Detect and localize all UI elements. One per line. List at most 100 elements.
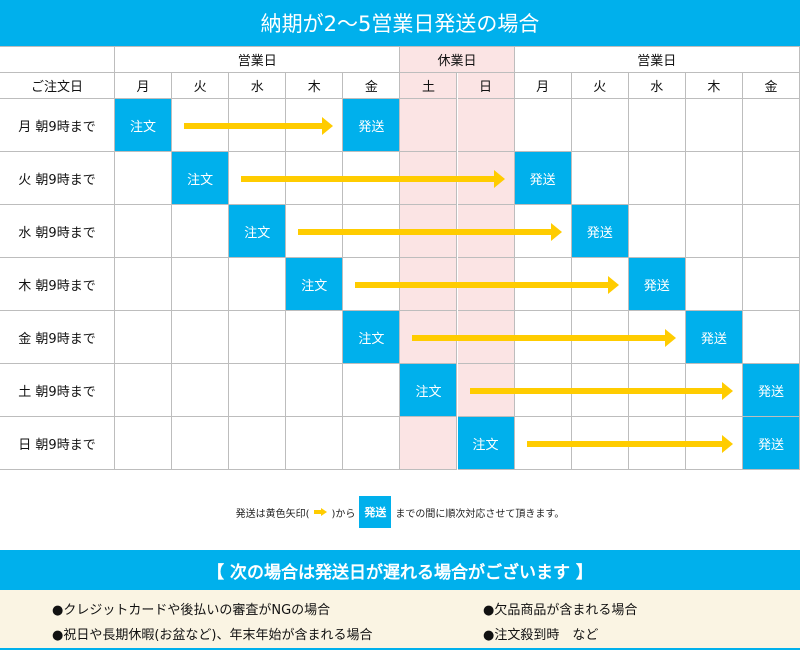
- table-cell: [685, 152, 743, 205]
- table-cell: [229, 258, 287, 311]
- table-cell: [343, 364, 401, 417]
- header-business-days: 営業日: [115, 47, 401, 73]
- table-cell: [685, 364, 743, 417]
- table-cell: [286, 99, 344, 152]
- table-cell: [742, 99, 800, 152]
- note-text-middle: )から: [331, 508, 356, 520]
- header-order-day: ご注文日: [0, 73, 115, 99]
- header-blank: [0, 47, 115, 73]
- arrow-icon: [298, 222, 563, 241]
- ship-cell: 発送: [628, 258, 686, 311]
- table-cell: [115, 364, 173, 417]
- table-cell: [172, 205, 230, 258]
- header-day: 木: [685, 73, 743, 99]
- table-cell: [286, 311, 344, 364]
- header-day: 金: [742, 73, 800, 99]
- case-item: ●注文殺到時 など: [483, 628, 599, 643]
- table-cell: [628, 311, 686, 364]
- ship-cell: 発送: [514, 152, 572, 205]
- yellow-arrow-icon: [313, 508, 328, 516]
- order-cell: 注文: [115, 99, 173, 152]
- ship-cell: 発送: [742, 417, 800, 470]
- table-cell: [571, 152, 629, 205]
- table-cell: [343, 417, 401, 470]
- table-cell: [628, 152, 686, 205]
- table-cell: [400, 417, 458, 470]
- case-item: ●祝日や長期休暇(お盆など)、年末年始が含まれる場合: [52, 628, 373, 643]
- table-cell: [571, 99, 629, 152]
- table-cell: [685, 99, 743, 152]
- header-day: 火: [571, 73, 629, 99]
- table-cell: [115, 311, 173, 364]
- table-cell: [742, 205, 800, 258]
- shipping-schedule-table: 営業日 休業日 営業日 ご注文日月火水木金土日月火水木金月 朝9時まで 注文 発送火 朝9…: [0, 46, 800, 470]
- row-label: 土 朝9時まで: [0, 364, 115, 417]
- arrow-icon: [355, 275, 620, 294]
- note-text-before: 発送は黄色矢印(: [235, 508, 310, 520]
- table-cell: [742, 311, 800, 364]
- order-cell: 注文: [343, 311, 401, 364]
- header-day: 金: [343, 73, 401, 99]
- header-day: 土: [400, 73, 458, 99]
- table-cell: [115, 205, 173, 258]
- order-cell: 注文: [286, 258, 344, 311]
- case-item: ●欠品商品が含まれる場合: [483, 603, 638, 618]
- delay-banner: 【 次の場合は発送日が遅れる場合がございます 】: [0, 550, 800, 590]
- case-item: ●クレジットカードや後払いの審査がNGの場合: [52, 603, 331, 618]
- row-label: 金 朝9時まで: [0, 311, 115, 364]
- table-cell: [172, 364, 230, 417]
- table-cell: [229, 417, 287, 470]
- table-cell: [457, 99, 515, 152]
- legend-note: 発送は黄色矢印( )から 発送 までの間に順次対応させて頂きます。: [0, 496, 800, 528]
- header-business-days: 営業日: [514, 47, 800, 73]
- ship-cell: 発送: [571, 205, 629, 258]
- arrow-icon: [469, 381, 734, 400]
- delay-cases: ●クレジットカードや後払いの審査がNGの場合 ●欠品商品が含まれる場合 ●祝日や…: [0, 590, 800, 650]
- table-cell: [628, 99, 686, 152]
- table-cell: [286, 417, 344, 470]
- row-label: 日 朝9時まで: [0, 417, 115, 470]
- ship-badge: 発送: [359, 496, 392, 528]
- table-cell: [685, 417, 743, 470]
- table-cell: [115, 258, 173, 311]
- header-holiday: 休業日: [400, 47, 515, 73]
- header-day: 火: [172, 73, 230, 99]
- table-cell: [400, 99, 458, 152]
- table-cell: [685, 258, 743, 311]
- header-day: 月: [115, 73, 173, 99]
- table-cell: [571, 258, 629, 311]
- table-cell: [685, 205, 743, 258]
- row-label: 月 朝9時まで: [0, 99, 115, 152]
- header-day: 木: [286, 73, 344, 99]
- order-cell: 注文: [172, 152, 230, 205]
- order-cell: 注文: [400, 364, 458, 417]
- arrow-icon: [241, 169, 505, 188]
- table-cell: [742, 152, 800, 205]
- ship-cell: 発送: [685, 311, 743, 364]
- table-cell: [172, 311, 230, 364]
- table-cell: [229, 364, 287, 417]
- header-day: 日: [457, 73, 515, 99]
- table-cell: [115, 417, 173, 470]
- arrow-icon: [412, 328, 677, 347]
- arrow-icon: [184, 116, 334, 135]
- table-cell: [628, 205, 686, 258]
- row-label: 火 朝9時まで: [0, 152, 115, 205]
- ship-cell: 発送: [742, 364, 800, 417]
- arrow-icon: [526, 434, 734, 453]
- row-label: 水 朝9時まで: [0, 205, 115, 258]
- table-cell: [742, 258, 800, 311]
- table-cell: [172, 417, 230, 470]
- header-day: 月: [514, 73, 572, 99]
- table-cell: [172, 258, 230, 311]
- order-cell: 注文: [457, 417, 515, 470]
- table-cell: [286, 364, 344, 417]
- page-title: 納期が2～5営業日発送の場合: [0, 0, 800, 46]
- header-day: 水: [229, 73, 287, 99]
- table-cell: [115, 152, 173, 205]
- table-cell: [514, 99, 572, 152]
- row-label: 木 朝9時まで: [0, 258, 115, 311]
- table-cell: [514, 205, 572, 258]
- note-text-after: までの間に順次対応させて頂きます。: [395, 508, 565, 520]
- ship-cell: 発送: [343, 99, 401, 152]
